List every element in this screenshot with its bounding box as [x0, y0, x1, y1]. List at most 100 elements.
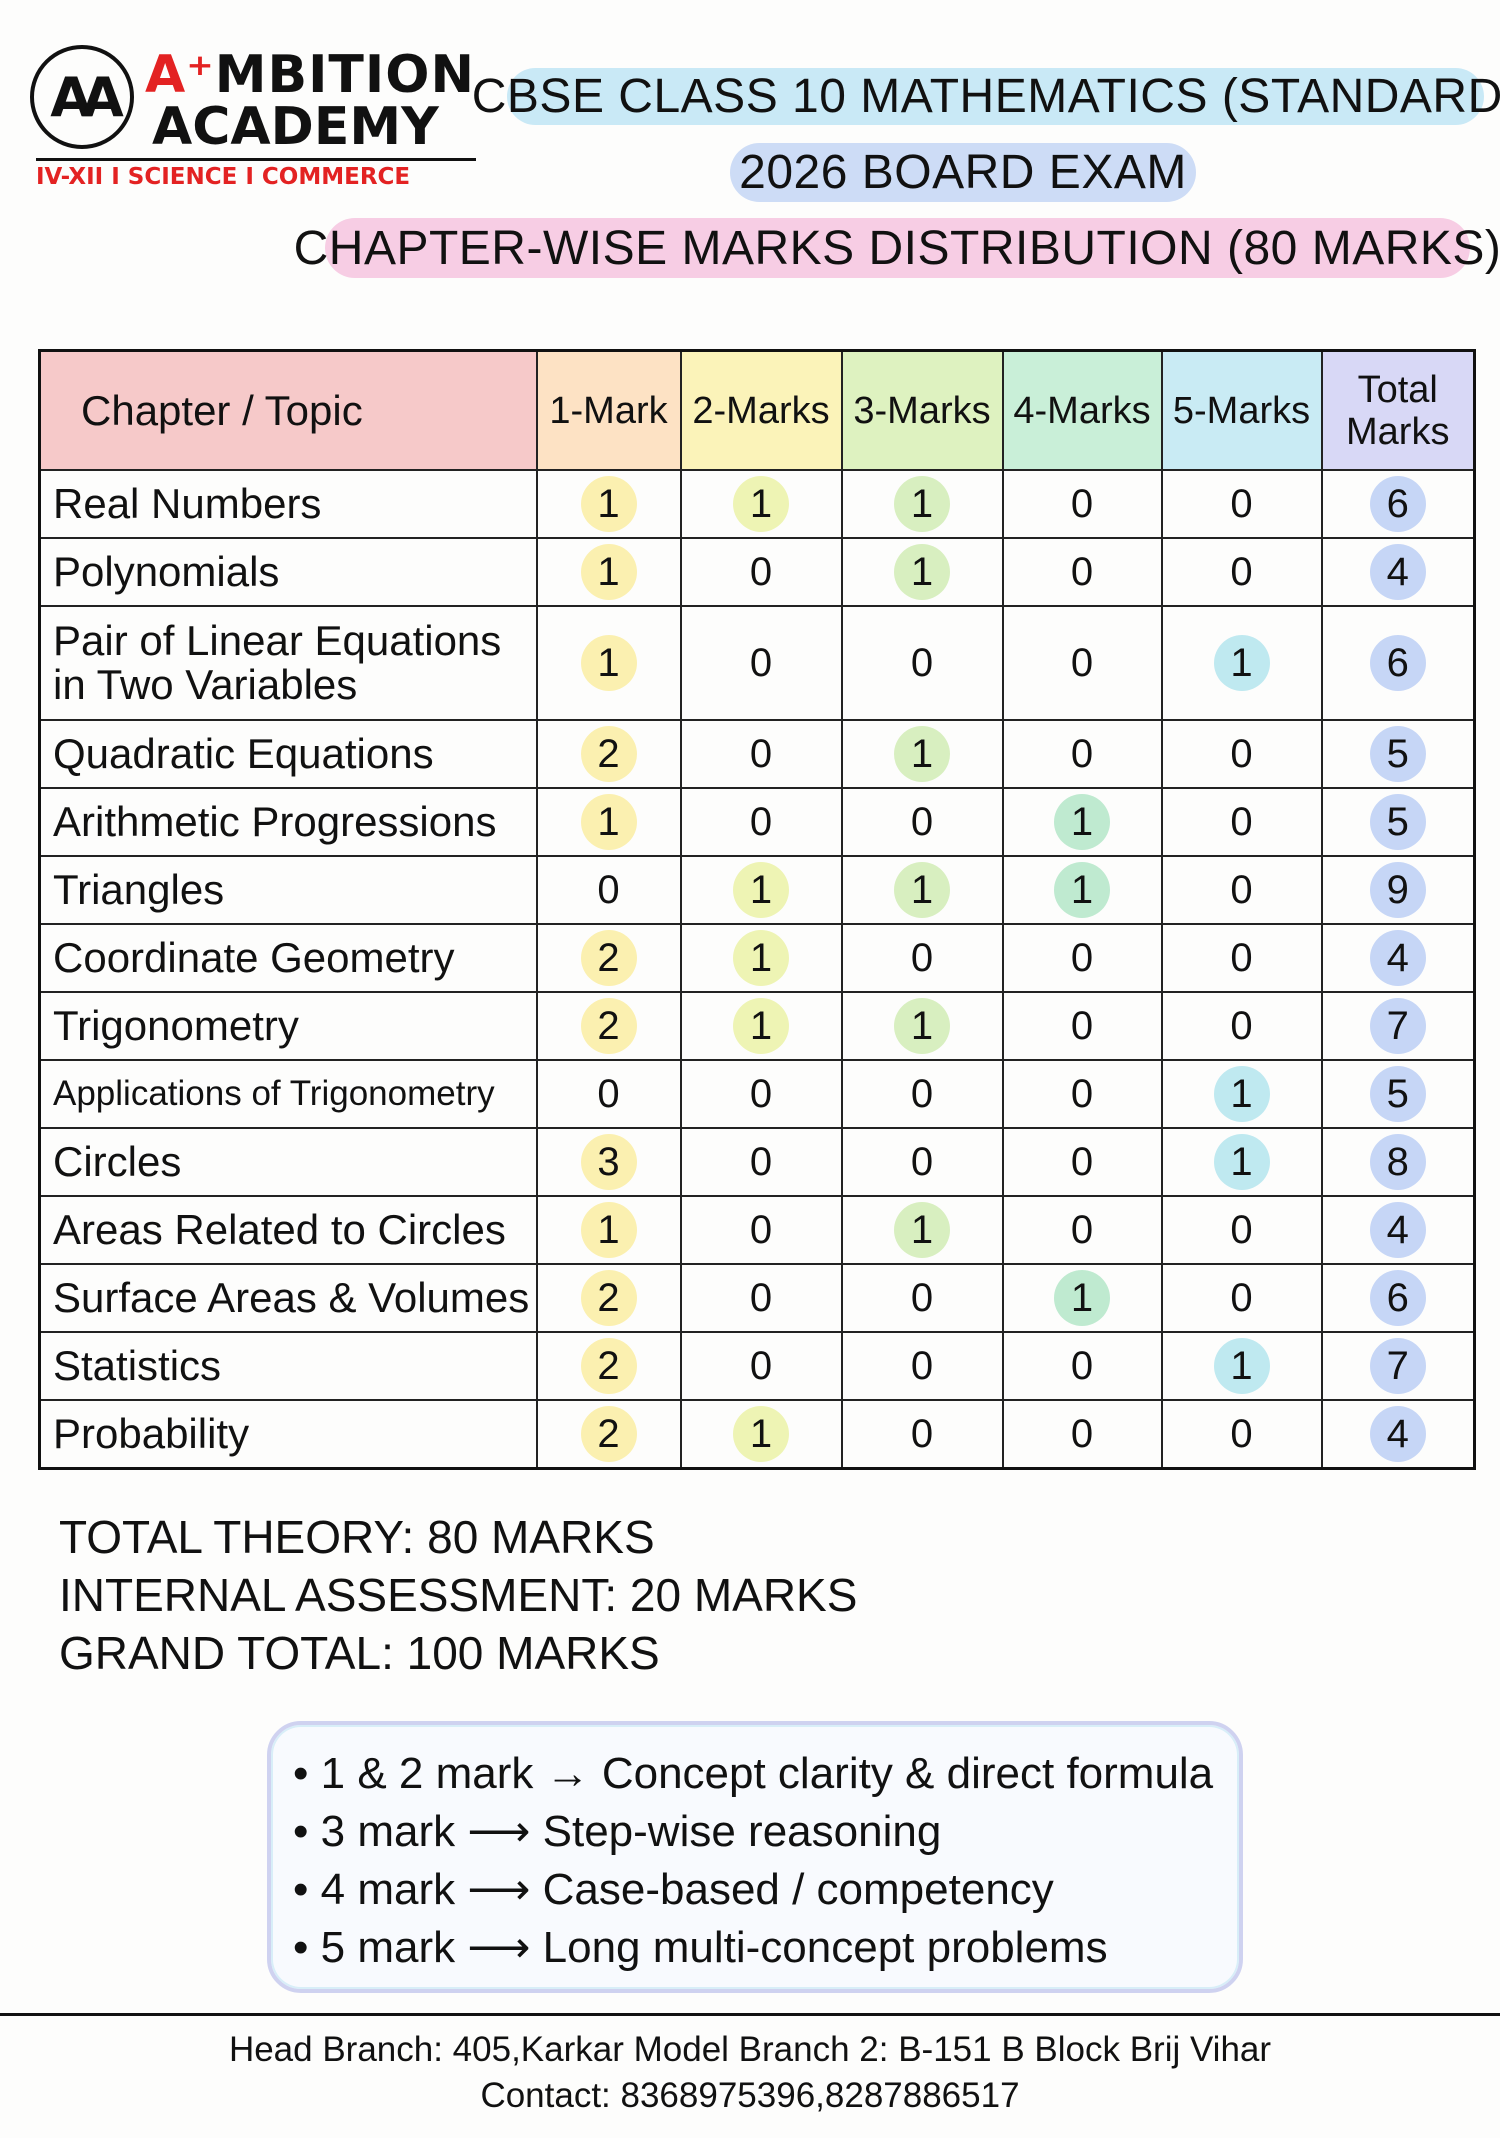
value: 5	[1369, 726, 1426, 782]
total-theory: TOTAL THEORY: 80 MARKS	[59, 1511, 655, 1563]
value: 1	[1213, 1066, 1270, 1122]
value: 4	[1369, 930, 1426, 986]
value: 1	[580, 476, 637, 532]
chapter-name: Probability	[38, 1399, 538, 1470]
value: 0	[1070, 1072, 1094, 1116]
value: 0	[749, 1208, 773, 1252]
value: 0	[1070, 1004, 1094, 1048]
marks-cell: 0	[679, 1263, 843, 1333]
marks-cell: 1	[679, 855, 843, 925]
marks-cell: 1	[840, 1195, 1004, 1265]
value: 2	[580, 1338, 637, 1394]
table-row: Triangles 0 1 1 1 0 9	[38, 855, 1476, 925]
marks-cell: 0	[1160, 991, 1323, 1061]
marks-cell: 1	[1001, 855, 1163, 925]
marks-cell: 1	[535, 787, 682, 857]
value: 1	[894, 1202, 950, 1258]
chapter-name: Trigonometry	[38, 991, 538, 1061]
marks-cell: 0	[840, 605, 1004, 721]
marks-cell: 2	[535, 1263, 682, 1333]
marks-cell: 0	[1160, 1263, 1323, 1333]
table-row: Pair of Linear Equations in Two Variable…	[38, 605, 1476, 721]
value: 1	[894, 544, 950, 600]
value: 0	[749, 1344, 773, 1388]
value: 0	[597, 868, 620, 912]
value: 0	[1230, 1208, 1253, 1252]
value: 0	[1230, 936, 1253, 980]
value: 0	[749, 800, 773, 844]
value: 1	[580, 635, 637, 691]
table-row: Arithmetic Progressions 1 0 0 1 0 5	[38, 787, 1476, 857]
value: 2	[580, 1270, 637, 1326]
table-row: Quadratic Equations 2 0 1 0 0 5	[38, 719, 1476, 789]
marks-distribution-table: Chapter / Topic 1-Mark 2-Marks 3-Marks 4-Mar…	[38, 349, 1476, 1470]
value: 1	[894, 726, 950, 782]
total-cell: 5	[1320, 1059, 1476, 1129]
note-item: • 3 mark ⟶ Step-wise reasoning	[293, 1807, 942, 1856]
marks-cell: 0	[840, 787, 1004, 857]
header-col: 1-Mark	[535, 349, 682, 471]
value: 2	[580, 1406, 637, 1462]
title-line1: CBSE CLASS 10 MATHEMATICS (STANDARD)	[471, 68, 1500, 125]
chapter-name: Coordinate Geometry	[38, 923, 538, 993]
marks-cell: 0	[1001, 1195, 1163, 1265]
table-row: Applications of Trigonometry 0 0 0 0 1 5	[38, 1059, 1476, 1129]
chapter-name: Circles	[38, 1127, 538, 1197]
footer-divider	[0, 2013, 1500, 2016]
marks-cell: 0	[1001, 991, 1163, 1061]
value: 0	[1230, 1004, 1253, 1048]
marks-cell: 0	[1001, 923, 1163, 993]
marks-cell: 0	[840, 1263, 1004, 1333]
value: 4	[1369, 1202, 1426, 1258]
marks-cell: 0	[1160, 923, 1323, 993]
header-col: 3-Marks	[840, 349, 1004, 471]
value: 1	[1213, 1134, 1270, 1190]
value: 0	[910, 641, 934, 685]
total-cell: 6	[1320, 1263, 1476, 1333]
marks-cell: 0	[1001, 605, 1163, 721]
value: 1	[894, 476, 950, 532]
marks-cell: 0	[679, 1059, 843, 1129]
value: 6	[1369, 635, 1426, 691]
table-row: Coordinate Geometry 2 1 0 0 0 4	[38, 923, 1476, 993]
total-cell: 8	[1320, 1127, 1476, 1197]
table-row: Surface Areas & Volumes 2 0 0 1 0 6	[38, 1263, 1476, 1333]
marks-cell: 1	[1160, 1059, 1323, 1129]
value: 9	[1369, 862, 1426, 918]
marks-cell: 2	[535, 991, 682, 1061]
chapter-name: Quadratic Equations	[38, 719, 538, 789]
marks-cell: 0	[679, 787, 843, 857]
marks-cell: 1	[1160, 1127, 1323, 1197]
marks-cell: 0	[679, 1127, 843, 1197]
value: 1	[1213, 635, 1270, 691]
marks-cell: 1	[535, 537, 682, 607]
value: 1	[733, 930, 789, 986]
value: 0	[1070, 1412, 1094, 1456]
chapter-name: Pair of Linear Equations in Two Variable…	[38, 605, 538, 721]
total-cell: 5	[1320, 787, 1476, 857]
marks-cell: 1	[840, 469, 1004, 539]
value: 0	[1230, 1276, 1253, 1320]
internal-assessment: INTERNAL ASSESSMENT: 20 MARKS	[59, 1569, 858, 1621]
total-cell: 4	[1320, 1195, 1476, 1265]
marks-cell: 2	[535, 923, 682, 993]
table-row: Real Numbers 1 1 1 0 0 6	[38, 469, 1476, 539]
chapter-name: Areas Related to Circles	[38, 1195, 538, 1265]
chapter-name: Polynomials	[38, 537, 538, 607]
value: 0	[749, 1140, 773, 1184]
chapter-name: Arithmetic Progressions	[38, 787, 538, 857]
marks-cell: 1	[679, 469, 843, 539]
logo-tagline: IV-XII I SCIENCE I COMMERCE	[36, 164, 411, 190]
value: 0	[1230, 482, 1253, 526]
value: 5	[1369, 1066, 1426, 1122]
chapter-name: Applications of Trigonometry	[38, 1059, 538, 1129]
value: 1	[1054, 1270, 1110, 1326]
chapter-name: Real Numbers	[38, 469, 538, 539]
logo-name-line2: ACADEMY	[152, 97, 439, 157]
table-row: Circles 3 0 0 0 1 8	[38, 1127, 1476, 1197]
title-line2: 2026 BOARD EXAM	[730, 143, 1196, 202]
value: 0	[1230, 868, 1253, 912]
value: 6	[1369, 1270, 1426, 1326]
marks-cell: 1	[535, 469, 682, 539]
header-col: 2-Marks	[679, 349, 843, 471]
